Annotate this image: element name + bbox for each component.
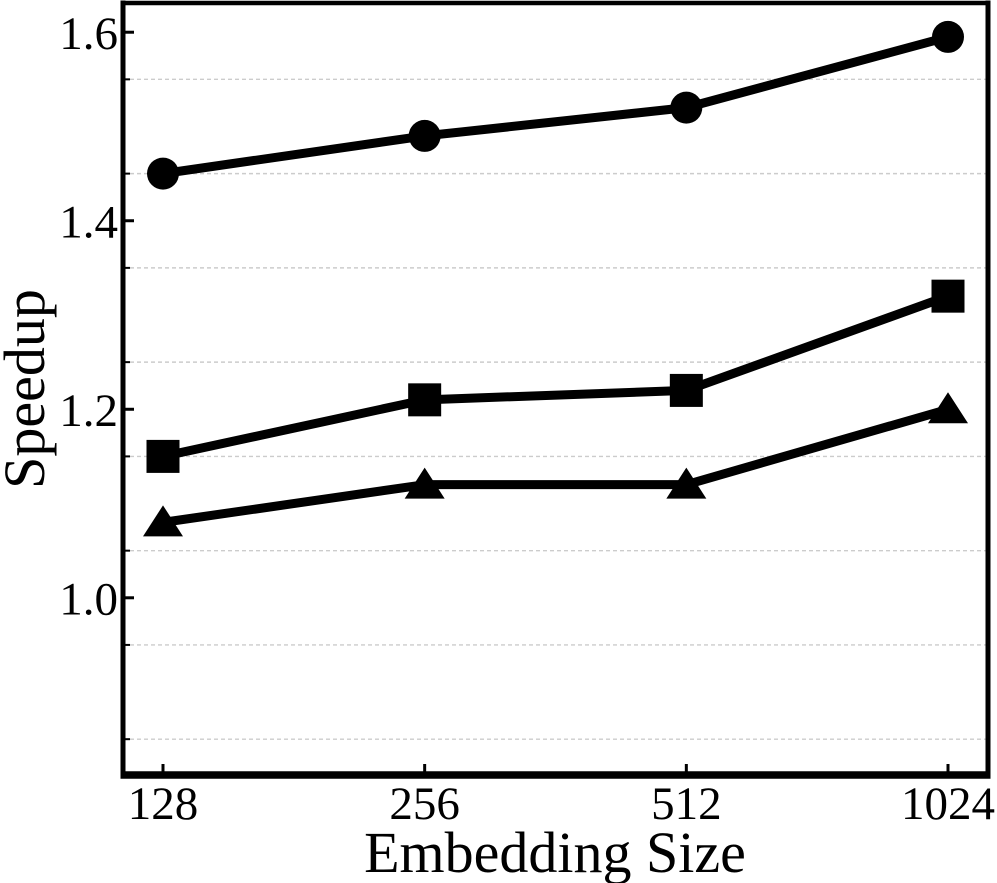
circle-marker [670,91,703,124]
x-tick-label: 1024 [901,778,995,830]
triangle-series-line [158,404,953,527]
square-marker [669,373,703,407]
y-tick-label: 1.6 [59,8,118,60]
y-tick-label: 1.4 [59,197,118,249]
y-tick-label: 1.0 [59,574,118,626]
triangle-marker [928,392,968,424]
circle-marker [408,119,441,152]
x-axis-title: Embedding Size [364,820,746,883]
grid-layer [123,78,988,740]
y-tick-label: 1.2 [59,385,118,437]
x-tick-label: 512 [651,778,722,830]
circle-series-line [158,32,953,179]
series-layer [143,20,968,537]
triangle-marker [404,467,445,499]
square-marker [408,383,442,417]
square-series-line [158,291,953,461]
square-marker [931,279,965,313]
label-layer: Speedup Embedding Size [0,289,746,883]
y-axis-title: Speedup [0,289,57,489]
triangle-marker [666,467,707,499]
triangle-marker [143,505,183,537]
circle-marker [932,20,964,53]
x-tick-label: 128 [128,778,199,830]
tick-layer: 1.0 1.2 1.4 1.6 128 256 512 1024 [59,8,995,830]
frame-layer [120,0,991,779]
circle-marker [147,157,179,190]
x-tick-label: 256 [389,778,460,830]
square-marker [146,439,180,473]
